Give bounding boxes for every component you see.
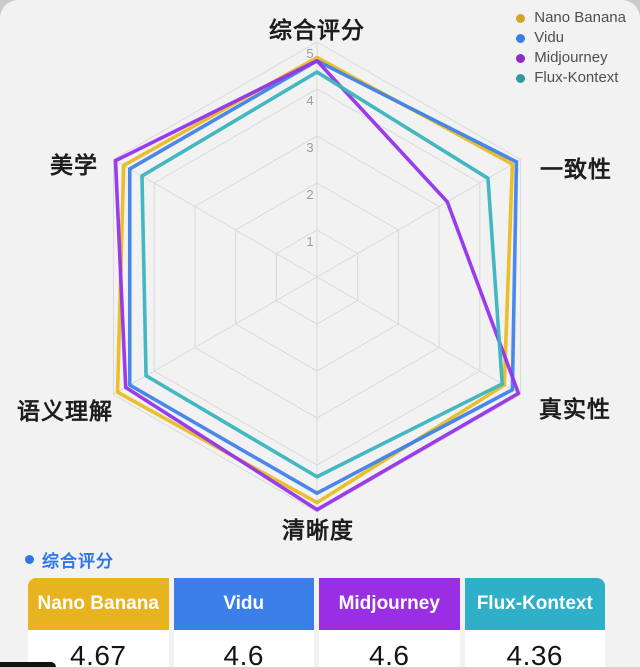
table-header-vidu: Vidu [173, 578, 314, 630]
radar-series-flux-kontext [140, 70, 504, 479]
radar-grid [112, 41, 522, 513]
summary-title: 综合评分 [42, 552, 114, 571]
bottom-corner-chip [0, 662, 56, 667]
table-header-nano-banana: Nano Banana [28, 578, 169, 630]
overall-score-table: Nano Banana Vidu Midjourney Flux-Kontext… [28, 578, 605, 667]
legend-label: Nano Banana [534, 9, 626, 26]
radar-series-midjourney [113, 58, 521, 512]
legend-item-flux-kontext[interactable]: Flux-Kontext [516, 69, 626, 86]
axis-label-overall-score: 综合评分 [269, 17, 365, 43]
radar-tick-label: 5 [306, 46, 313, 61]
legend-dot-icon [516, 33, 526, 43]
radar-tick-label: 4 [306, 93, 313, 108]
table-header-flux-kontext: Flux-Kontext [464, 578, 605, 630]
legend-label: Midjourney [534, 49, 608, 66]
radar-chart: 1 2 3 4 5 [112, 41, 522, 513]
legend-item-nano-banana[interactable]: Nano Banana [516, 9, 626, 26]
axis-label-semantics: 语义理解 [17, 398, 113, 424]
legend-dot-icon [516, 53, 526, 63]
chart-legend: Nano Banana Vidu Midjourney Flux-Kontext [516, 9, 626, 86]
table-header-midjourney: Midjourney [319, 578, 460, 630]
bullet-icon [25, 555, 34, 564]
legend-dot-icon [516, 73, 526, 83]
radar-series-vidu [127, 58, 519, 496]
radar-tick-label: 3 [306, 140, 313, 155]
radar-series-nano-banana [115, 55, 515, 505]
radar-axis-line [316, 276, 521, 395]
table-value-nano-banana: 4.67 [28, 630, 169, 667]
summary-heading: 综合评分 [25, 547, 114, 572]
axis-label-consistency: 一致性 [540, 156, 612, 182]
table-value-vidu: 4.6 [173, 630, 314, 667]
legend-label: Flux-Kontext [534, 69, 619, 86]
radar-tick-label: 2 [306, 187, 313, 202]
legend-dot-icon [516, 13, 526, 23]
axis-label-clarity: 清晰度 [282, 517, 354, 543]
legend-label: Vidu [534, 29, 565, 46]
radar-axis-line [113, 159, 318, 278]
axis-label-aesthetics: 美学 [50, 152, 98, 178]
table-value-midjourney: 4.6 [319, 630, 460, 667]
legend-item-vidu[interactable]: Vidu [516, 29, 626, 46]
table-value-flux-kontext: 4.36 [464, 630, 605, 667]
axis-label-realism: 真实性 [539, 396, 611, 422]
legend-item-midjourney[interactable]: Midjourney [516, 49, 626, 66]
radar-tick-label: 1 [306, 234, 313, 249]
